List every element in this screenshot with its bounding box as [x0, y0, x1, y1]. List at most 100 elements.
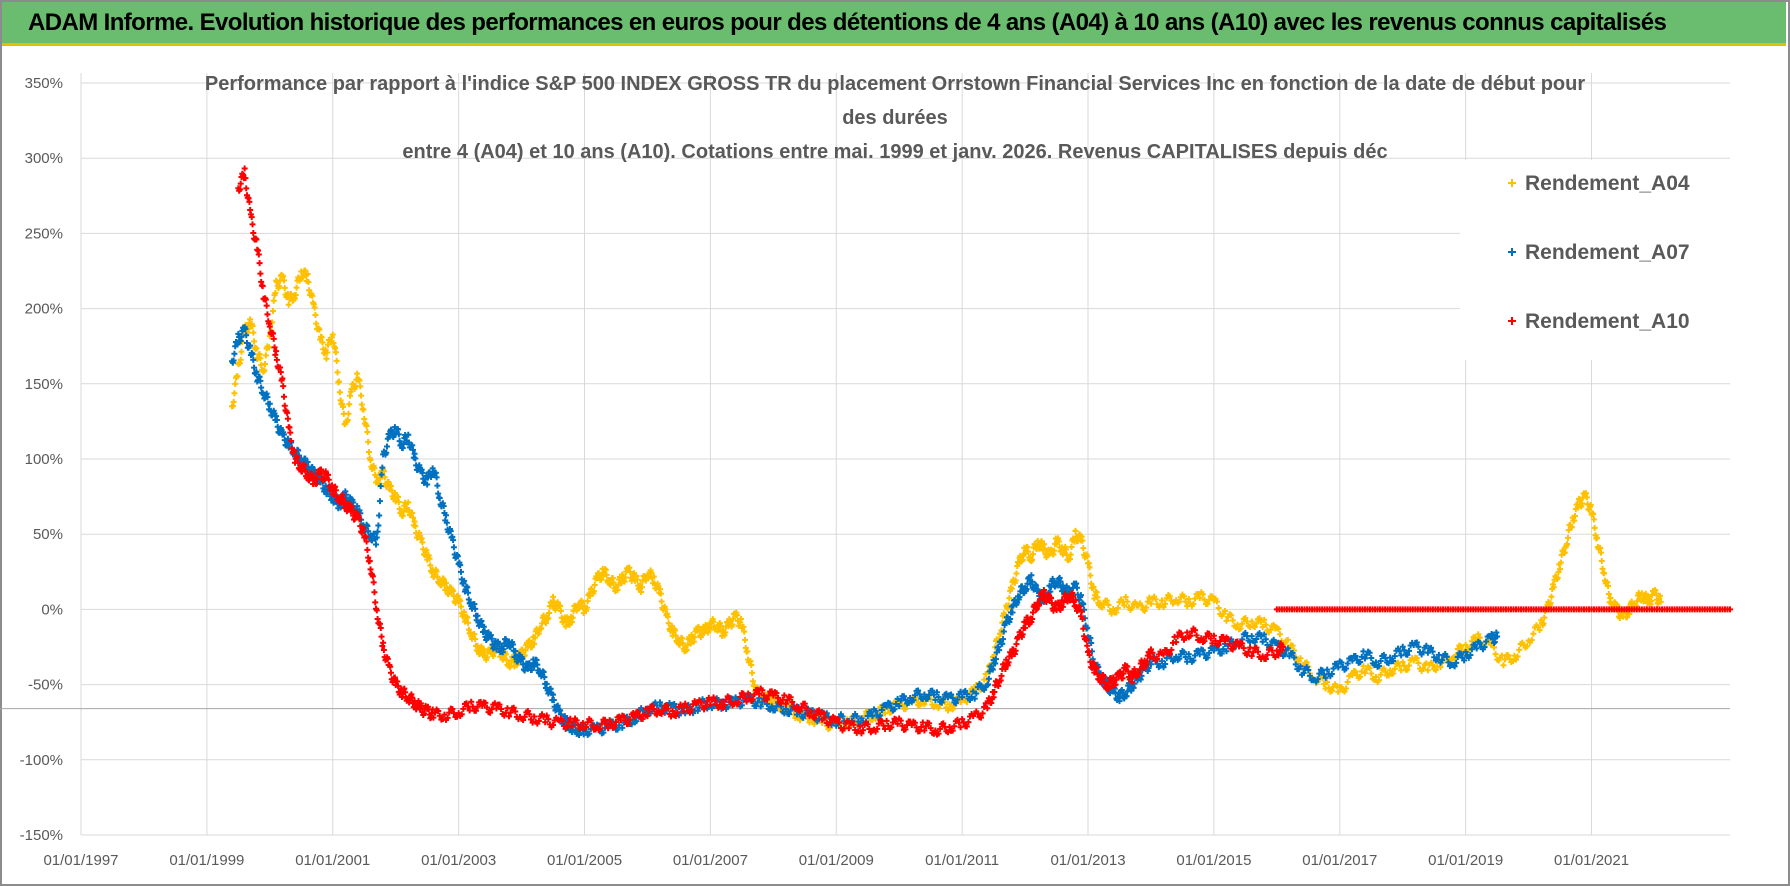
data-point — [1656, 592, 1663, 599]
data-point — [365, 438, 372, 445]
data-point — [1173, 653, 1180, 660]
data-point — [1157, 602, 1164, 609]
data-point — [309, 292, 316, 299]
x-tick-label: 01/01/2013 — [1050, 852, 1125, 869]
x-tick-label: 01/01/2009 — [799, 852, 874, 869]
data-point — [894, 720, 901, 727]
data-point — [246, 198, 253, 205]
data-point — [937, 725, 944, 732]
x-tick-label: 01/01/1997 — [43, 852, 118, 869]
data-point — [1199, 591, 1206, 598]
x-tick-label: 01/01/2005 — [547, 852, 622, 869]
data-point — [650, 706, 657, 713]
data-point — [775, 694, 782, 701]
y-tick-label: 50% — [33, 526, 63, 543]
data-point — [366, 557, 373, 564]
data-point — [1343, 685, 1350, 692]
data-point — [242, 325, 249, 332]
data-point — [1225, 614, 1232, 621]
data-point — [622, 574, 629, 581]
data-point — [1103, 597, 1110, 604]
data-point — [1166, 593, 1173, 600]
data-point — [1036, 601, 1043, 608]
data-point — [1335, 688, 1342, 695]
data-point — [376, 475, 383, 482]
data-point — [1483, 638, 1490, 645]
data-point — [363, 538, 370, 545]
data-point — [433, 568, 440, 575]
data-point — [691, 634, 698, 641]
data-point — [660, 707, 667, 714]
data-point — [746, 694, 753, 701]
data-point — [500, 646, 507, 653]
data-point — [402, 689, 409, 696]
data-point — [377, 625, 384, 632]
data-point — [262, 361, 269, 368]
data-point — [1144, 598, 1151, 605]
data-point — [668, 622, 675, 629]
data-point — [664, 613, 671, 620]
data-point — [1564, 534, 1571, 541]
data-point — [1564, 541, 1571, 548]
data-point — [369, 573, 376, 580]
data-point — [1122, 593, 1129, 600]
data-point — [358, 392, 365, 399]
data-point — [564, 724, 571, 731]
data-point — [856, 723, 863, 730]
data-point — [683, 703, 690, 710]
data-point — [336, 389, 343, 396]
data-point — [1204, 600, 1211, 607]
data-point — [1513, 656, 1520, 663]
data-point — [967, 696, 974, 703]
data-point — [364, 522, 371, 529]
data-point — [991, 689, 998, 696]
data-point — [648, 569, 655, 576]
data-point — [642, 705, 649, 712]
data-point — [853, 713, 860, 720]
data-point — [1286, 653, 1293, 660]
data-point — [487, 709, 494, 716]
data-point — [521, 713, 528, 720]
data-point — [957, 724, 964, 731]
data-point — [400, 508, 407, 515]
data-point — [1428, 644, 1435, 651]
data-point — [463, 700, 470, 707]
data-point — [974, 684, 981, 691]
data-point — [893, 700, 900, 707]
data-point — [1009, 609, 1016, 616]
data-point — [1013, 570, 1020, 577]
data-point — [1152, 596, 1159, 603]
data-point — [1324, 666, 1331, 673]
data-point — [702, 703, 709, 710]
data-point — [1254, 648, 1261, 655]
data-point — [1132, 599, 1139, 606]
data-point — [1113, 609, 1120, 616]
data-point — [1100, 673, 1107, 680]
data-point — [922, 723, 929, 730]
data-point — [1284, 636, 1291, 643]
data-point — [372, 599, 379, 606]
data-point — [1607, 595, 1614, 602]
data-point — [583, 724, 590, 731]
data-point — [356, 377, 363, 384]
data-point — [395, 499, 402, 506]
data-point — [694, 707, 701, 714]
y-tick-label: 250% — [25, 225, 63, 242]
data-point — [704, 698, 711, 705]
data-point — [1162, 660, 1169, 667]
data-point — [1404, 666, 1411, 673]
series-rendement-a10-flat- — [1273, 606, 1733, 613]
data-point — [717, 622, 724, 629]
data-point — [1306, 672, 1313, 679]
data-point — [1457, 643, 1464, 650]
data-point — [741, 628, 748, 635]
data-point — [1295, 658, 1302, 665]
data-point — [1256, 630, 1263, 637]
data-point — [985, 675, 992, 682]
data-point — [230, 357, 237, 364]
data-point — [1550, 584, 1557, 591]
data-point — [1256, 615, 1263, 622]
data-point — [1234, 638, 1241, 645]
data-point — [684, 641, 691, 648]
data-point — [951, 723, 958, 730]
